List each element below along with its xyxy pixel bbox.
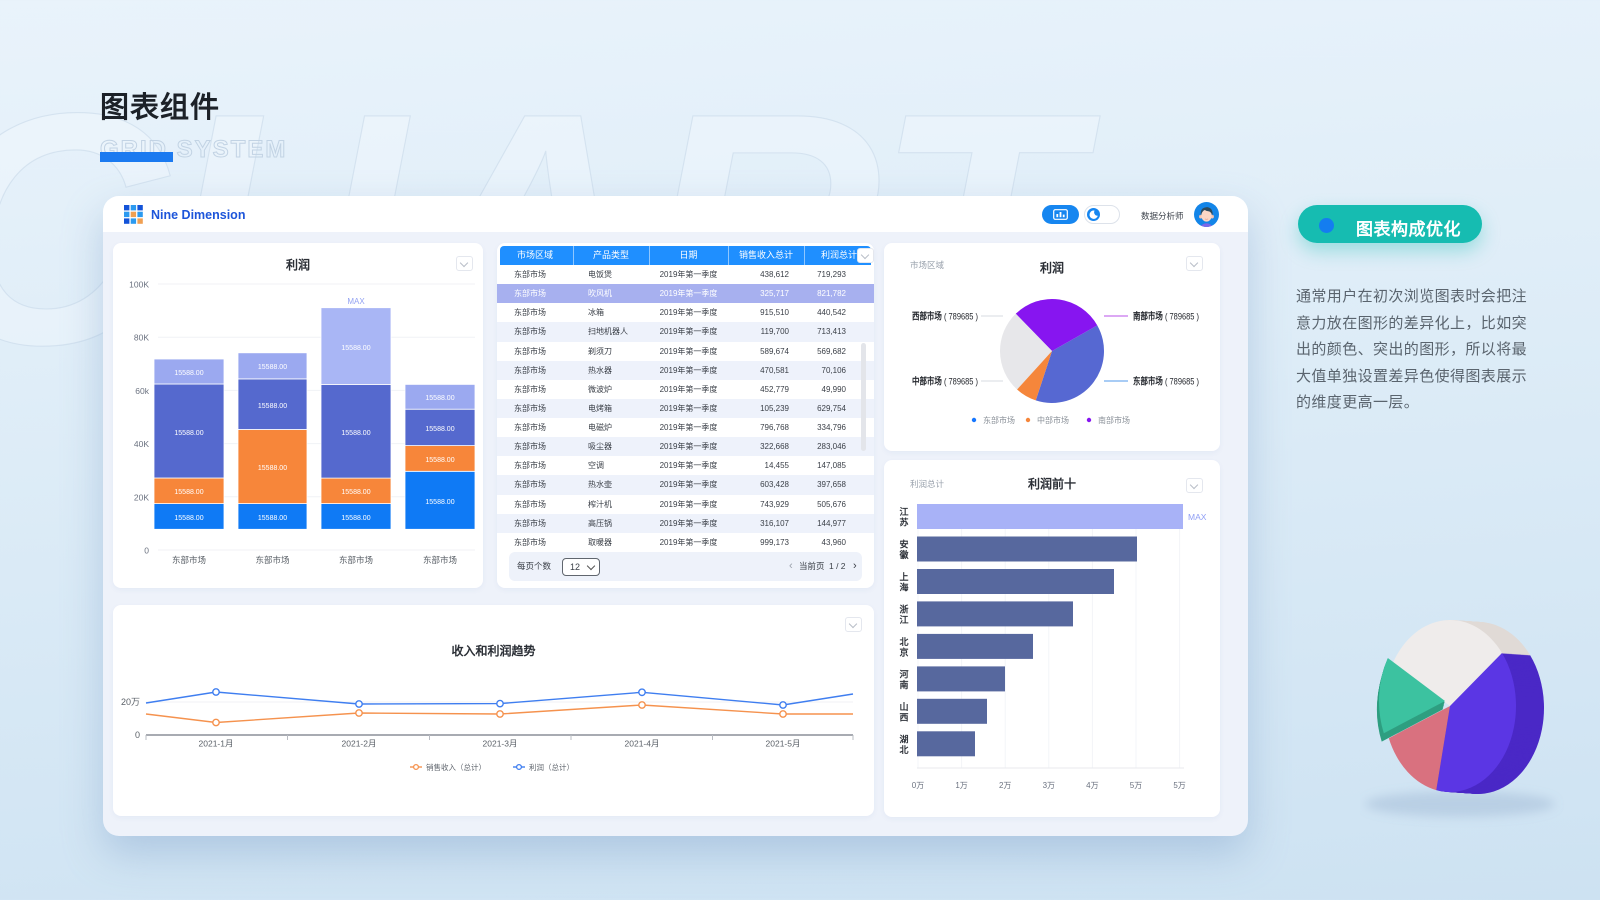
svg-text:2021-3月: 2021-3月 [483,739,518,749]
svg-text:15588.00: 15588.00 [258,364,287,371]
svg-text:2021-2月: 2021-2月 [342,739,377,749]
svg-text:南: 南 [899,679,908,690]
svg-text:东部市场: 东部市场 [983,415,1015,425]
svg-text:江: 江 [899,614,908,625]
svg-text:80K: 80K [134,333,149,343]
svg-text:20K: 20K [134,492,149,502]
svg-text:15588.00: 15588.00 [425,457,454,464]
svg-text:西部市场 ( 789685 ): 西部市场 ( 789685 ) [912,311,978,323]
svg-text:MAX: MAX [1188,512,1207,522]
svg-text:0: 0 [135,730,140,740]
svg-text:15588.00: 15588.00 [258,515,287,522]
svg-text:15588.00: 15588.00 [425,395,454,402]
svg-text:15588.00: 15588.00 [258,465,287,472]
svg-text:东部市场: 东部市场 [172,555,206,565]
svg-text:销售收入（总计）: 销售收入（总计） [426,762,486,772]
svg-text:上: 上 [899,571,908,582]
svg-text:15588.00: 15588.00 [341,489,370,496]
svg-text:15588.00: 15588.00 [341,515,370,522]
svg-text:MAX: MAX [347,297,365,306]
svg-text:北: 北 [899,636,908,647]
svg-text:2021-1月: 2021-1月 [199,739,234,749]
svg-text:西: 西 [899,712,908,722]
svg-text:徽: 徽 [898,549,909,560]
svg-text:河: 河 [899,668,908,679]
svg-text:5万: 5万 [1173,781,1185,790]
svg-text:利润（总计）: 利润（总计） [529,762,574,772]
svg-text:东部市场: 东部市场 [339,555,373,565]
svg-text:浙: 浙 [899,603,908,614]
svg-text:15588.00: 15588.00 [341,430,370,437]
svg-text:2021-4月: 2021-4月 [625,739,660,749]
svg-text:1万: 1万 [955,781,967,790]
svg-text:20万: 20万 [121,697,140,707]
svg-text:东部市场: 东部市场 [423,555,457,565]
svg-text:南部市场 ( 789685 ): 南部市场 ( 789685 ) [1133,311,1199,323]
svg-text:安: 安 [899,539,908,550]
svg-text:100K: 100K [129,280,149,290]
svg-text:山: 山 [899,701,908,712]
svg-text:60k: 60k [135,386,149,396]
svg-text:0万: 0万 [912,781,924,790]
svg-text:15588.00: 15588.00 [341,345,370,352]
svg-text:15588.00: 15588.00 [174,430,203,437]
svg-text:江: 江 [899,506,908,517]
svg-text:3万: 3万 [1043,781,1055,790]
svg-text:15588.00: 15588.00 [174,515,203,522]
svg-text:0: 0 [144,546,149,556]
svg-text:东部市场: 东部市场 [255,555,289,565]
svg-text:5万: 5万 [1130,781,1142,790]
svg-text:京: 京 [899,646,908,657]
svg-text:4万: 4万 [1086,781,1098,790]
svg-text:北: 北 [899,744,908,755]
svg-text:15588.00: 15588.00 [174,489,203,496]
svg-text:南部市场: 南部市场 [1098,415,1130,425]
svg-text:15588.00: 15588.00 [174,370,203,377]
svg-text:15588.00: 15588.00 [258,403,287,410]
svg-text:2021-5月: 2021-5月 [766,739,801,749]
svg-text:15588.00: 15588.00 [425,426,454,433]
svg-text:15588.00: 15588.00 [425,499,454,506]
svg-text:湖: 湖 [899,733,908,744]
svg-text:40K: 40K [134,439,149,449]
svg-text:海: 海 [899,582,908,593]
svg-text:2万: 2万 [999,781,1011,790]
svg-text:苏: 苏 [899,517,908,528]
svg-text:中部市场 ( 789685 ): 中部市场 ( 789685 ) [912,376,978,388]
svg-text:东部市场 ( 789685 ): 东部市场 ( 789685 ) [1133,376,1199,388]
svg-text:中部市场: 中部市场 [1037,415,1069,425]
